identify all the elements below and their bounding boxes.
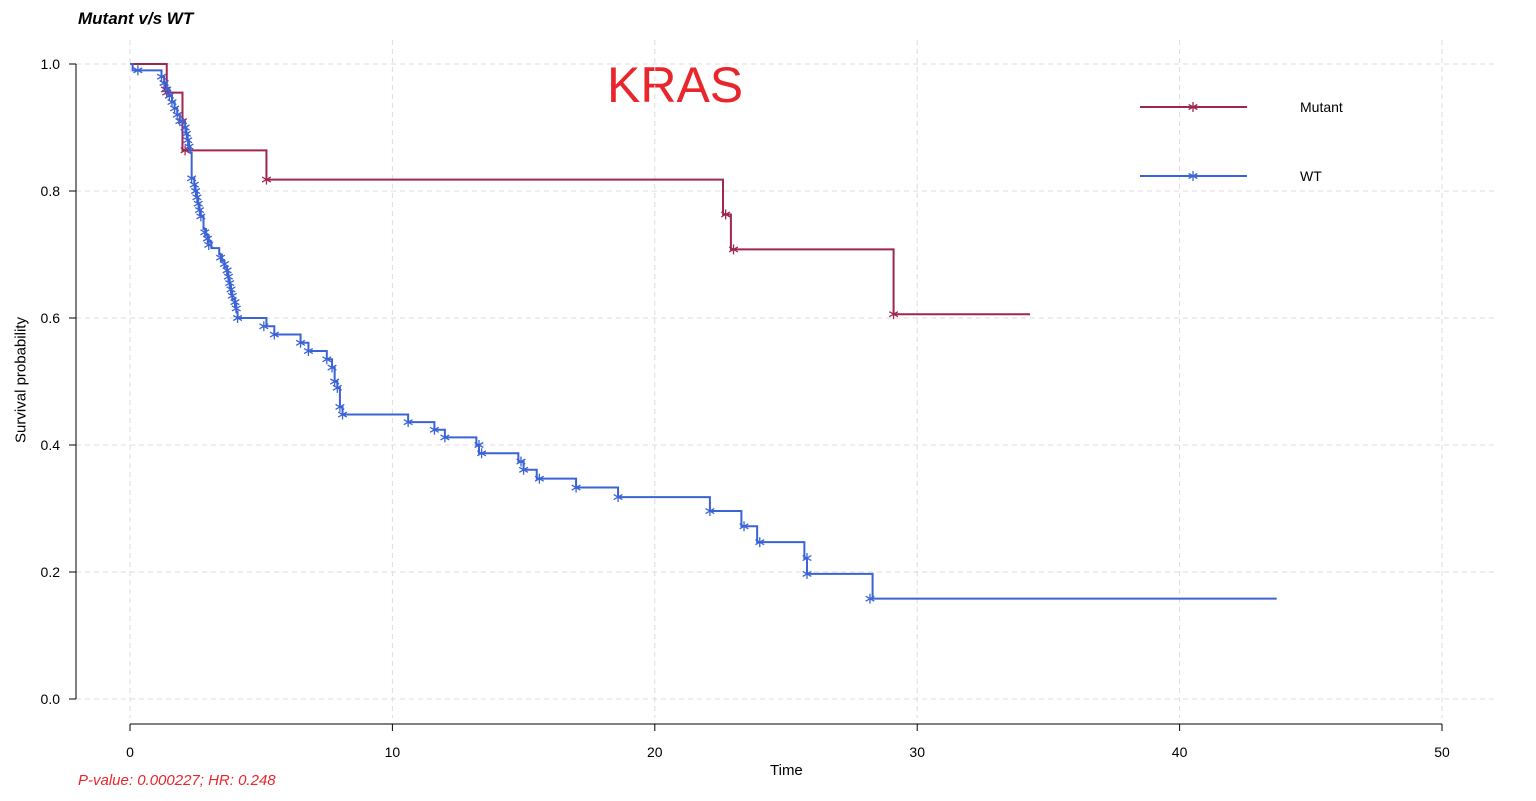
censor-mark bbox=[534, 473, 545, 484]
censor-mark bbox=[739, 521, 749, 532]
censor-mark bbox=[516, 456, 526, 467]
x-tick-label: 50 bbox=[1434, 744, 1450, 760]
censor-mark bbox=[337, 409, 348, 420]
censor-mark bbox=[184, 141, 194, 152]
y-tick-label: 0.8 bbox=[41, 183, 61, 199]
censor-mark bbox=[261, 174, 272, 185]
censor-mark bbox=[225, 278, 235, 289]
censor-mark bbox=[865, 593, 875, 604]
censor-mark bbox=[175, 116, 185, 127]
censor-mark bbox=[231, 303, 241, 314]
censor-mark bbox=[269, 329, 279, 340]
legend-marker-wt bbox=[1188, 171, 1198, 181]
series-wt bbox=[130, 63, 1277, 604]
censor-mark bbox=[518, 464, 529, 475]
censor-mark bbox=[204, 239, 214, 250]
censor-mark bbox=[181, 128, 192, 139]
x-axis-label: Time bbox=[770, 762, 803, 779]
y-tick-label: 0.4 bbox=[41, 437, 61, 453]
censor-mark bbox=[755, 537, 765, 548]
x-tick-label: 30 bbox=[909, 744, 925, 760]
censor-mark bbox=[133, 65, 143, 76]
censor-mark bbox=[335, 401, 345, 412]
censor-mark bbox=[474, 440, 484, 450]
censor-mark bbox=[332, 382, 342, 393]
censor-mark bbox=[571, 482, 581, 493]
legend-label-wt: WT bbox=[1300, 168, 1322, 184]
censor-mark bbox=[180, 145, 190, 156]
censor-mark bbox=[802, 553, 812, 564]
censor-mark bbox=[223, 271, 234, 282]
censor-mark bbox=[440, 432, 450, 443]
censor-mark bbox=[193, 198, 203, 209]
censor-mark bbox=[192, 192, 202, 203]
censor-mark bbox=[705, 506, 715, 517]
censor-mark bbox=[226, 284, 236, 295]
censor-mark bbox=[202, 233, 213, 244]
x-tick-label: 10 bbox=[385, 744, 401, 760]
y-tick-label: 0.6 bbox=[41, 310, 61, 326]
censor-mark bbox=[222, 265, 232, 276]
series-mutant bbox=[130, 63, 1031, 320]
chart-title: Mutant v/s WT bbox=[78, 9, 194, 28]
censor-mark bbox=[230, 297, 240, 308]
censor-mark bbox=[728, 244, 739, 255]
axes: 0 10 20 30 40 50 0.0 0.2 0.4 0.6 0.8 1.0 bbox=[41, 56, 1450, 760]
censor-mark bbox=[259, 321, 269, 332]
x-tick-label: 40 bbox=[1172, 744, 1188, 760]
legend-label-mutant: Mutant bbox=[1300, 99, 1343, 115]
censor-mark bbox=[196, 211, 206, 222]
legend: Mutant WT bbox=[1140, 99, 1343, 184]
censor-mark bbox=[888, 309, 899, 320]
censor-mark bbox=[189, 179, 199, 190]
censor-mark bbox=[190, 186, 201, 196]
censor-mark bbox=[720, 209, 731, 220]
censor-mark bbox=[215, 252, 226, 263]
pvalue-footer: P-value: 0.000227; HR: 0.248 bbox=[78, 772, 276, 789]
censor-mark bbox=[476, 448, 487, 459]
x-tick-label: 20 bbox=[647, 744, 663, 760]
censor-mark bbox=[327, 362, 337, 373]
survival-curve-wt bbox=[130, 63, 1277, 600]
survival-curve-mutant bbox=[130, 63, 1031, 316]
y-tick-label: 1.0 bbox=[41, 56, 61, 72]
series-group bbox=[130, 63, 1277, 604]
censor-mark bbox=[613, 492, 623, 503]
censor-mark bbox=[403, 417, 413, 428]
y-tick-label: 0.2 bbox=[41, 564, 61, 580]
censor-mark bbox=[194, 205, 205, 216]
x-tick-label: 0 bbox=[126, 744, 134, 760]
censor-mark bbox=[295, 337, 306, 348]
censor-mark bbox=[232, 313, 243, 323]
censor-mark bbox=[180, 122, 190, 133]
legend-marker-mutant bbox=[1188, 102, 1198, 112]
y-tick-label: 0.0 bbox=[41, 691, 61, 707]
grid-lines bbox=[76, 40, 1498, 718]
gene-annotation: KRAS bbox=[607, 57, 744, 113]
censor-mark bbox=[429, 424, 440, 435]
censor-mark bbox=[322, 354, 332, 365]
censor-mark bbox=[303, 346, 314, 357]
censor-mark bbox=[802, 568, 812, 579]
censor-mark bbox=[183, 135, 193, 146]
